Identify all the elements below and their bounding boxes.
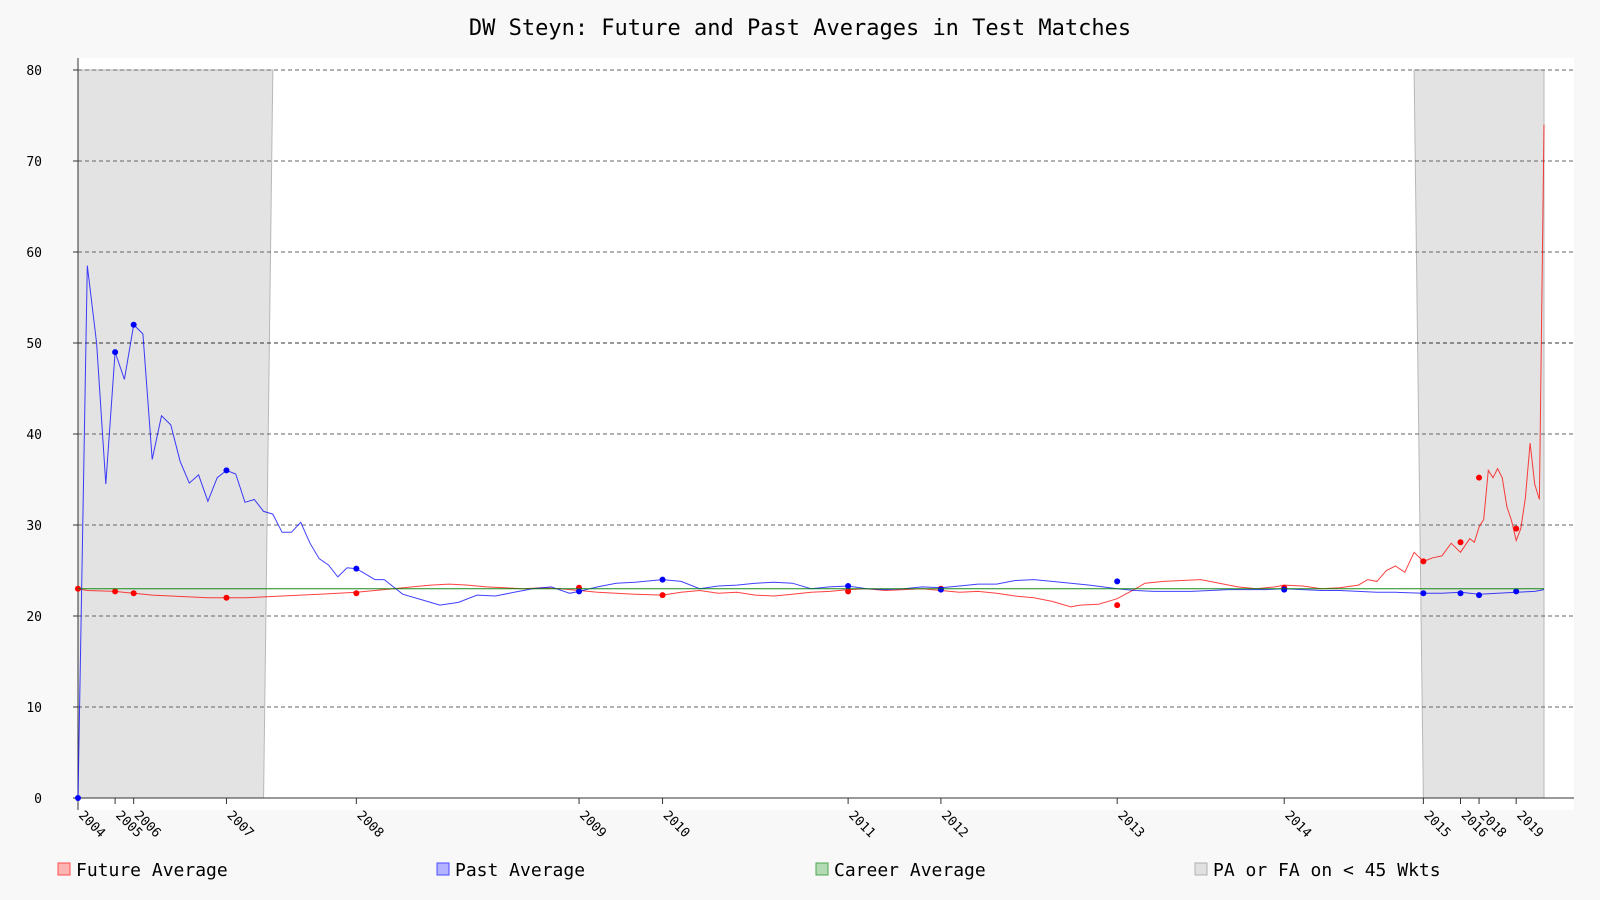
past-average-point (659, 576, 666, 583)
future-average-point (112, 588, 119, 595)
past-average-point (112, 349, 119, 356)
legend-label-pa-or-fa-on-45-wkts: PA or FA on < 45 Wkts (1213, 860, 1441, 881)
chart-title: DW Steyn: Future and Past Averages in Te… (469, 16, 1131, 41)
future-average-point (223, 594, 230, 601)
future-average-point (1457, 539, 1464, 546)
past-average-point (223, 467, 230, 474)
past-average-point (130, 321, 137, 328)
ytick-label-50: 50 (26, 337, 42, 352)
ytick-label-80: 80 (26, 64, 42, 79)
past-average-point (1476, 592, 1483, 599)
past-average-point (1281, 586, 1288, 593)
future-average-point (1513, 525, 1520, 532)
legend-swatch-career-average (815, 862, 829, 876)
future-average-point (353, 590, 360, 597)
past-average-point (75, 795, 81, 801)
future-average-point (130, 590, 137, 597)
ytick-label-20: 20 (26, 610, 42, 625)
past-average-point (1114, 578, 1121, 585)
ytick-label-60: 60 (26, 246, 42, 261)
future-average-point (1476, 474, 1483, 481)
legend-label-past-average: Past Average (455, 860, 585, 881)
legend-swatch-past-average (436, 862, 450, 876)
legend: Future Average Past Average Career Average… (57, 860, 1441, 881)
future-average-point (1114, 602, 1121, 609)
future-average-point (845, 588, 852, 595)
future-average-point (659, 592, 666, 599)
past-average-point (1457, 590, 1464, 597)
gridlines (78, 69, 1574, 708)
legend-swatch-pa-or-fa-on-45-wkts (1194, 862, 1208, 876)
series (75, 124, 1545, 801)
ytick-label-40: 40 (26, 428, 42, 443)
past-average-point (576, 588, 583, 595)
legend-label-future-average: Future Average (76, 860, 228, 881)
past-average-point (1513, 588, 1520, 595)
past-average-point (845, 582, 852, 589)
ytick-label-10: 10 (26, 701, 42, 716)
ytick-label-30: 30 (26, 519, 42, 534)
future-average-point (1420, 558, 1427, 565)
legend-swatch-future-average (57, 862, 71, 876)
past-average-point (353, 565, 360, 572)
ytick-label-70: 70 (26, 155, 42, 170)
legend-label-career-average: Career Average (834, 860, 986, 881)
ytick-label-0: 0 (34, 792, 42, 807)
past-average-point (1420, 590, 1427, 597)
future-average-line (77, 124, 1545, 608)
past-average-point (937, 586, 944, 593)
